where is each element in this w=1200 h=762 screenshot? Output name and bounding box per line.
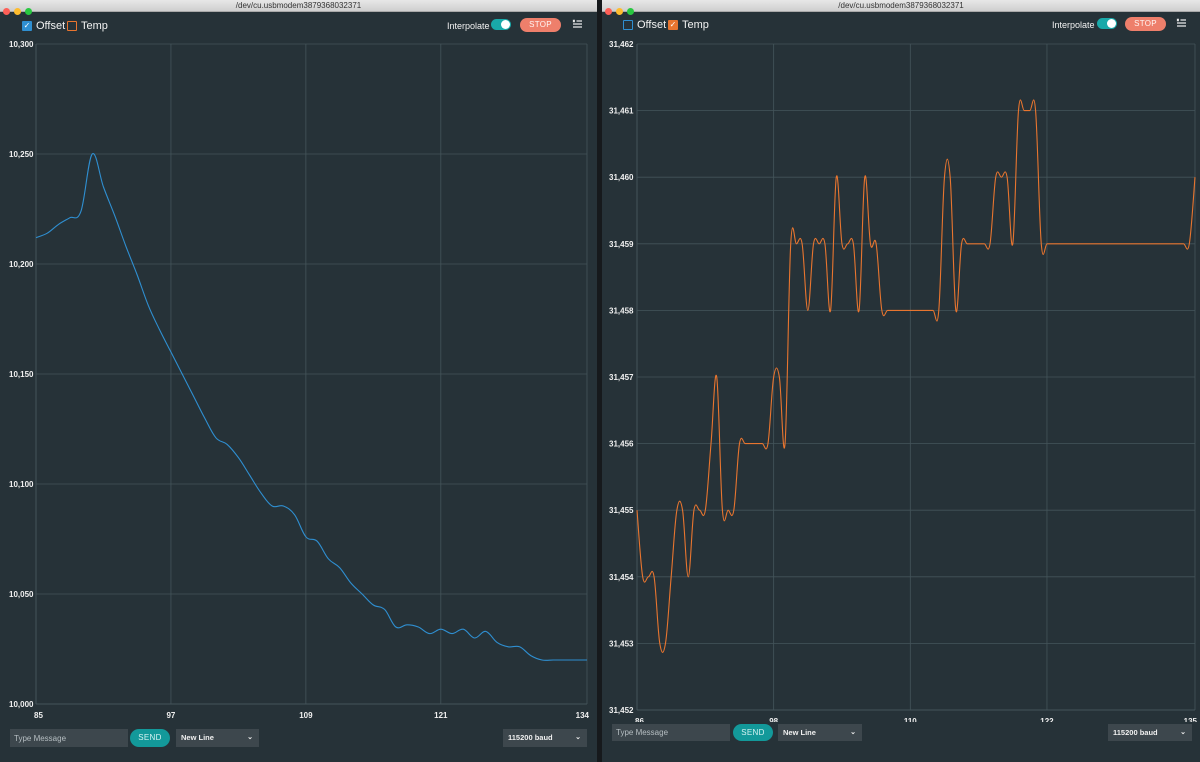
message-bar: SEND New Line ⌄ 115200 baud ⌄ [0,722,597,762]
y-tick-label: 10,100 [9,480,34,489]
x-tick-label: 135 [1184,717,1198,722]
y-tick-label: 10,250 [9,150,34,159]
plot-area: 85 97 109 121 134 10,000 10,050 10,100 10,150 10,… [9,40,590,720]
toggle-knob [1107,19,1116,28]
y-tick-label: 31,454 [609,573,634,582]
chevron-down-icon: ⌄ [850,729,856,736]
y-tick-label: 31,458 [609,306,634,315]
close-window-button[interactable] [3,8,10,15]
x-tick-label: 85 [34,711,43,720]
window-gap [597,0,602,762]
plotter-toolbar: ✓ Offset Temp Interpolate STOP [0,12,597,40]
legend-label: Temp [81,20,108,32]
legend-offset[interactable]: Offset [623,19,666,31]
y-tick-label: 31,457 [609,373,634,382]
serial-plotter-window-left: /dev/cu.usbmodem3879368032371 ✓ Offset T… [0,0,597,762]
baud-rate-value: 115200 baud [1113,728,1158,737]
stop-button[interactable]: STOP [520,18,561,32]
y-tick-label: 31,459 [609,240,634,249]
line-ending-value: New Line [181,733,214,742]
interpolate-label: Interpolate [1052,20,1095,30]
line-ending-value: New Line [783,728,816,737]
y-tick-label: 31,462 [609,40,634,49]
y-tick-label: 31,453 [609,639,634,648]
x-tick-label: 86 [635,717,644,722]
y-tick-label: 10,200 [9,260,34,269]
y-tick-label: 31,460 [609,173,634,182]
window-title: /dev/cu.usbmodem3879368032371 [235,1,362,10]
x-tick-label: 122 [1040,717,1054,722]
offset-checkbox[interactable]: ✓ [22,21,32,31]
y-tick-label: 10,000 [9,700,34,709]
toggle-knob [501,20,510,29]
line-ending-select[interactable]: New Line ⌄ [778,724,862,741]
chevron-down-icon: ⌄ [247,734,253,741]
x-tick-label: 121 [434,711,448,720]
plot-area: 86 98 110 122 135 31,452 31,453 31,454 31,455 31,… [609,40,1198,722]
clear-output-icon[interactable] [1176,18,1187,29]
y-tick-label: 31,455 [609,506,634,515]
y-tick-label: 10,150 [9,370,34,379]
x-tick-label: 97 [166,711,175,720]
legend-offset[interactable]: ✓ Offset [22,20,65,32]
zoom-window-button[interactable] [25,8,32,15]
legend-label: Temp [682,19,709,31]
baud-rate-value: 115200 baud [508,733,553,742]
legend-temp[interactable]: ✓ Temp [668,19,709,31]
window-title: /dev/cu.usbmodem3879368032371 [838,1,964,10]
series-line-temp [636,99,1196,653]
zoom-window-button[interactable] [627,8,634,15]
x-tick-label: 134 [576,711,590,720]
plotter-toolbar: Offset ✓ Temp Interpolate STOP [602,12,1200,40]
line-ending-select[interactable]: New Line ⌄ [176,729,259,747]
y-tick-label: 31,461 [609,107,634,116]
message-bar: SEND New Line ⌄ 115200 baud ⌄ [602,722,1200,762]
clear-output-icon[interactable] [572,19,583,30]
x-tick-label: 109 [299,711,313,720]
y-tick-label: 31,456 [609,440,634,449]
interpolate-toggle[interactable] [1097,18,1117,29]
offset-checkbox[interactable] [623,20,633,30]
title-bar: /dev/cu.usbmodem3879368032371 [0,0,597,15]
temp-checkbox[interactable] [67,21,77,31]
y-tick-label: 31,452 [609,706,634,715]
baud-rate-select[interactable]: 115200 baud ⌄ [1108,724,1192,741]
interpolate-label: Interpolate [447,21,490,31]
send-button[interactable]: SEND [733,724,773,741]
x-tick-label: 110 [904,717,917,722]
interpolate-toggle[interactable] [491,19,511,30]
message-input[interactable] [612,724,730,741]
x-tick-label: 98 [769,717,778,722]
stop-button[interactable]: STOP [1125,17,1166,31]
chevron-down-icon: ⌄ [575,734,581,741]
legend-temp[interactable]: Temp [67,20,108,32]
temp-checkbox[interactable]: ✓ [668,20,678,30]
serial-plotter-window-right: /dev/cu.usbmodem3879368032371 Offset ✓ T… [602,0,1200,762]
y-tick-label: 10,300 [9,40,34,49]
minimize-window-button[interactable] [616,8,623,15]
y-tick-label: 10,050 [9,590,34,599]
series-line-offset [35,153,587,661]
title-bar: /dev/cu.usbmodem3879368032371 [602,0,1200,15]
baud-rate-select[interactable]: 115200 baud ⌄ [503,729,587,747]
chevron-down-icon: ⌄ [1180,729,1186,736]
close-window-button[interactable] [605,8,612,15]
message-input[interactable] [10,729,128,747]
send-button[interactable]: SEND [130,729,170,747]
legend-label: Offset [36,20,66,32]
minimize-window-button[interactable] [14,8,21,15]
legend-label: Offset [637,19,667,31]
